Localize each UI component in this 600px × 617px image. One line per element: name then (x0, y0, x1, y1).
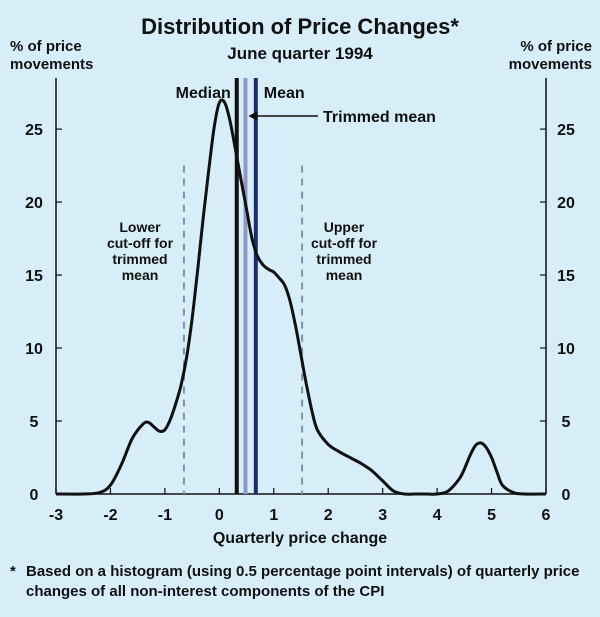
upper-cutoff-label: Upper (324, 219, 365, 235)
x-tick-label: 5 (487, 507, 496, 524)
y-tick-label-left: 15 (25, 268, 43, 285)
chart-title: Distribution of Price Changes* (141, 14, 459, 39)
y-axis-title-right-line1: % of price (520, 38, 592, 55)
mean-label: Mean (264, 85, 305, 102)
x-tick-label: -1 (158, 507, 172, 524)
y-tick-label-right: 10 (557, 341, 575, 358)
x-axis-title: Quarterly price change (212, 530, 388, 547)
x-tick-label: 4 (433, 507, 442, 524)
x-tick-label: 2 (324, 507, 333, 524)
y-axis-title-left-line2: movements (10, 56, 94, 73)
lower-cutoff-label: Lower (119, 219, 161, 235)
chart-subtitle: June quarter 1994 (227, 44, 373, 63)
x-tick-label: 0 (215, 507, 224, 524)
y-tick-label-right: 25 (557, 122, 575, 139)
y-tick-label-left: 0 (30, 487, 39, 504)
x-tick-label: 6 (542, 507, 551, 524)
y-tick-label-left: 10 (25, 341, 43, 358)
y-tick-label-left: 5 (30, 414, 39, 431)
footnote: * Based on a histogram (using 0.5 percen… (10, 562, 595, 602)
lower-cutoff-label: trimmed (112, 251, 167, 267)
distribution-curve (55, 98, 547, 496)
upper-cutoff-label: trimmed (316, 251, 371, 267)
upper-cutoff-label: cut-off for (311, 235, 378, 251)
x-tick-label: -2 (103, 507, 117, 524)
y-tick-label-right: 20 (557, 195, 575, 212)
lower-cutoff-label: mean (122, 267, 159, 283)
trimmed-mean-arrowhead (248, 111, 258, 121)
y-tick-label-right: 0 (562, 487, 571, 504)
y-axis-title-left-line1: % of price (10, 38, 82, 55)
footnote-marker: * (10, 563, 16, 580)
upper-cutoff-label: mean (326, 267, 363, 283)
x-tick-label: 3 (378, 507, 387, 524)
y-axis-title-right: % of price movements (509, 38, 592, 74)
x-tick-label: -3 (49, 507, 63, 524)
trimmed-mean-label: Trimmed mean (323, 109, 436, 126)
y-tick-label-left: 20 (25, 195, 43, 212)
y-tick-label-left: 25 (25, 122, 43, 139)
footnote-text: Based on a histogram (using 0.5 percenta… (26, 563, 580, 600)
y-axis-title-left: % of price movements (10, 38, 93, 74)
median-label: Median (176, 85, 231, 102)
x-tick-label: 1 (269, 507, 278, 524)
y-tick-label-right: 15 (557, 268, 575, 285)
lower-cutoff-label: cut-off for (107, 235, 174, 251)
y-tick-label-right: 5 (562, 414, 571, 431)
y-axis-title-right-line2: movements (508, 56, 592, 73)
